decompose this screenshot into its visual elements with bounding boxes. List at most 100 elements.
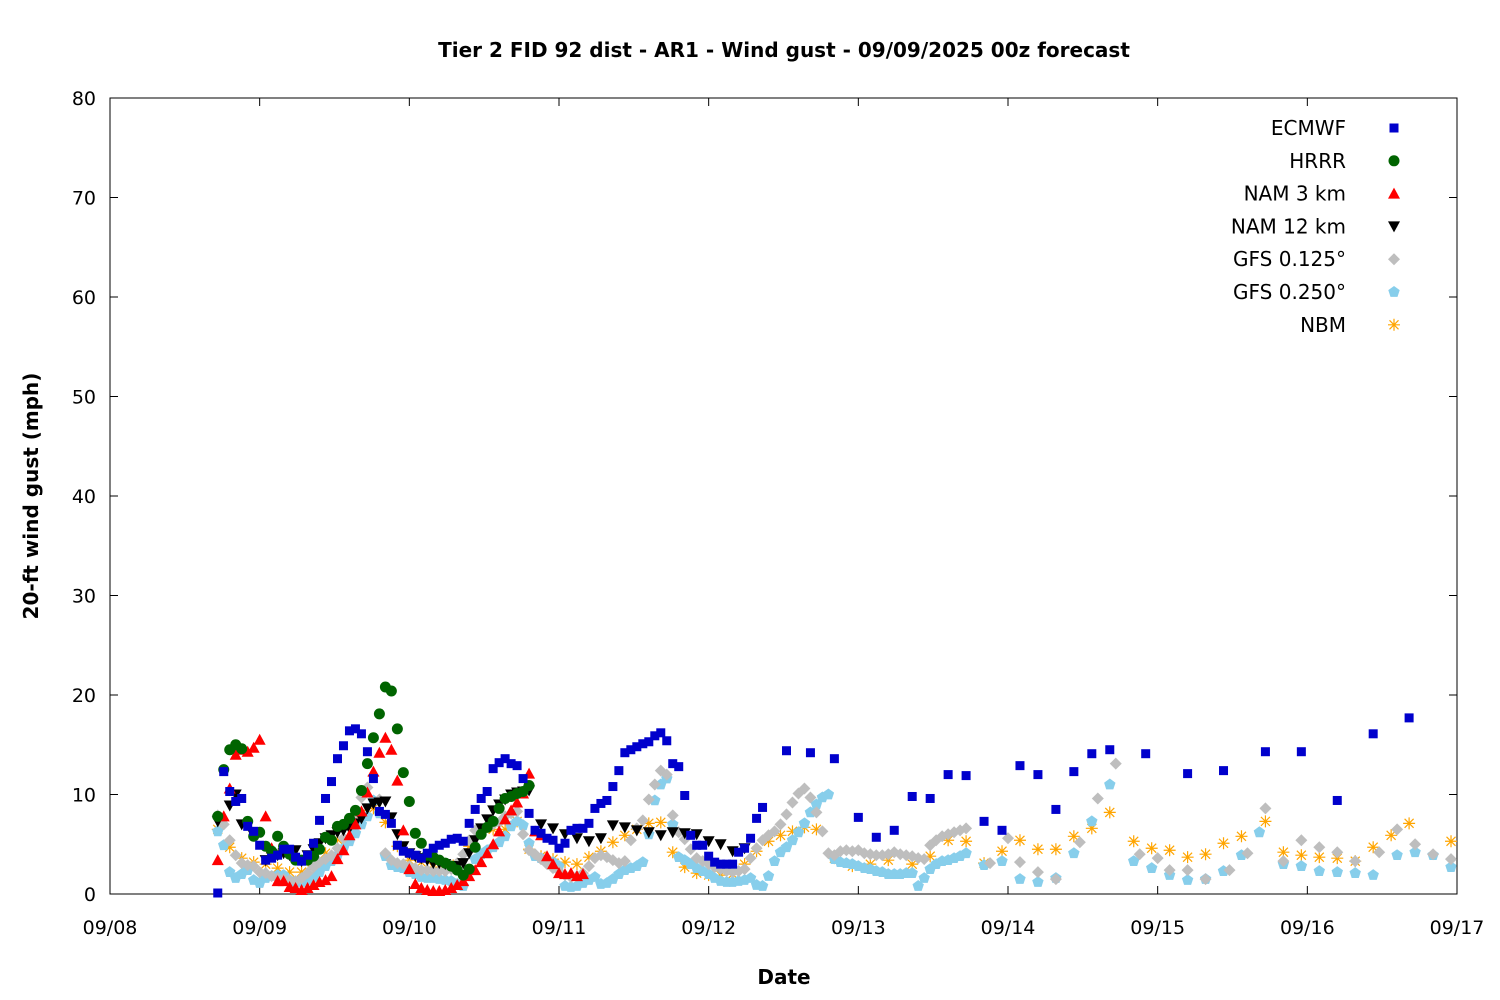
data-point — [582, 860, 595, 873]
data-point — [518, 774, 528, 784]
data-point — [451, 879, 464, 891]
data-point — [321, 793, 331, 803]
data-point — [1183, 769, 1193, 779]
data-point — [744, 852, 757, 865]
data-point — [373, 708, 385, 720]
data-point — [792, 826, 805, 838]
data-point — [511, 796, 524, 808]
data-point — [602, 795, 612, 805]
data-point — [704, 851, 714, 861]
data-point — [752, 813, 762, 823]
data-point — [608, 782, 618, 792]
data-point — [481, 847, 494, 859]
data-point — [530, 825, 540, 835]
data-point — [786, 825, 799, 838]
data-point — [614, 766, 624, 776]
data-point — [325, 849, 338, 862]
data-point — [379, 816, 392, 829]
data-point — [493, 802, 505, 814]
data-point — [650, 731, 660, 741]
data-point — [853, 812, 863, 822]
data-point — [666, 827, 679, 839]
data-point — [219, 767, 229, 777]
data-point — [1313, 865, 1325, 876]
data-point — [457, 858, 470, 870]
y-tick-label: 20 — [72, 685, 96, 707]
data-point — [722, 859, 732, 869]
data-point — [642, 817, 655, 830]
x-axis-label: Date — [757, 965, 810, 989]
data-point — [277, 875, 290, 887]
data-point — [1181, 874, 1194, 885]
data-point — [606, 820, 619, 832]
legend-marker — [1388, 318, 1400, 331]
data-point — [1145, 842, 1158, 855]
data-point — [589, 871, 601, 882]
data-point — [1409, 846, 1421, 858]
data-point — [678, 861, 691, 874]
data-point — [756, 880, 769, 891]
data-point — [1015, 761, 1025, 771]
legend: ECMWF HRRR NAM 3 km NAM 12 km GFS 0.125° GFS … — [1231, 116, 1400, 337]
data-point — [1391, 849, 1403, 860]
x-tick-label: 09/14 — [981, 917, 1036, 939]
data-point — [1033, 770, 1043, 780]
data-point — [1313, 851, 1326, 864]
y-tick-label: 30 — [72, 586, 96, 608]
data-point — [445, 882, 458, 894]
data-point — [500, 754, 510, 764]
data-point — [236, 743, 248, 755]
data-point — [475, 856, 488, 868]
data-point — [463, 863, 475, 875]
data-point — [367, 765, 380, 777]
data-point — [1367, 841, 1380, 854]
data-point — [253, 733, 266, 745]
series-ecmwf — [213, 713, 1414, 898]
data-point — [267, 853, 277, 863]
data-point — [1391, 823, 1404, 836]
data-point — [243, 821, 253, 831]
data-point — [746, 833, 756, 843]
legend-label: GFS 0.250° — [1233, 280, 1346, 304]
data-point — [535, 819, 548, 831]
data-point — [554, 843, 564, 853]
series-nam-3-km — [211, 731, 589, 897]
data-point — [499, 823, 512, 836]
data-point — [1349, 867, 1361, 878]
data-point — [362, 747, 372, 757]
data-point — [212, 810, 224, 822]
data-point — [349, 804, 361, 816]
data-point — [996, 855, 1008, 866]
data-point — [1013, 834, 1026, 847]
data-point — [307, 879, 320, 891]
data-point — [231, 796, 241, 806]
data-point — [1277, 855, 1290, 868]
data-point — [698, 840, 708, 850]
data-point — [906, 858, 919, 871]
data-point — [373, 746, 386, 758]
data-point — [331, 833, 344, 846]
data-point — [283, 866, 296, 879]
data-point — [1404, 713, 1414, 723]
data-point — [1051, 804, 1061, 814]
data-point — [804, 791, 817, 804]
data-point — [229, 849, 242, 862]
data-point — [620, 748, 630, 758]
data-point — [690, 867, 703, 880]
data-point — [464, 818, 474, 828]
data-point — [618, 855, 631, 868]
data-point — [642, 827, 655, 839]
data-point — [332, 754, 342, 764]
data-point — [361, 803, 374, 815]
data-point — [380, 809, 390, 819]
data-point — [374, 806, 384, 816]
data-point — [762, 870, 775, 881]
data-point — [524, 808, 534, 818]
data-point — [1141, 749, 1151, 759]
data-point — [668, 759, 678, 769]
data-point — [547, 858, 560, 870]
data-point — [1385, 829, 1398, 842]
data-point — [1031, 866, 1044, 879]
data-point — [224, 866, 236, 877]
x-tick-label: 09/15 — [1130, 917, 1185, 939]
